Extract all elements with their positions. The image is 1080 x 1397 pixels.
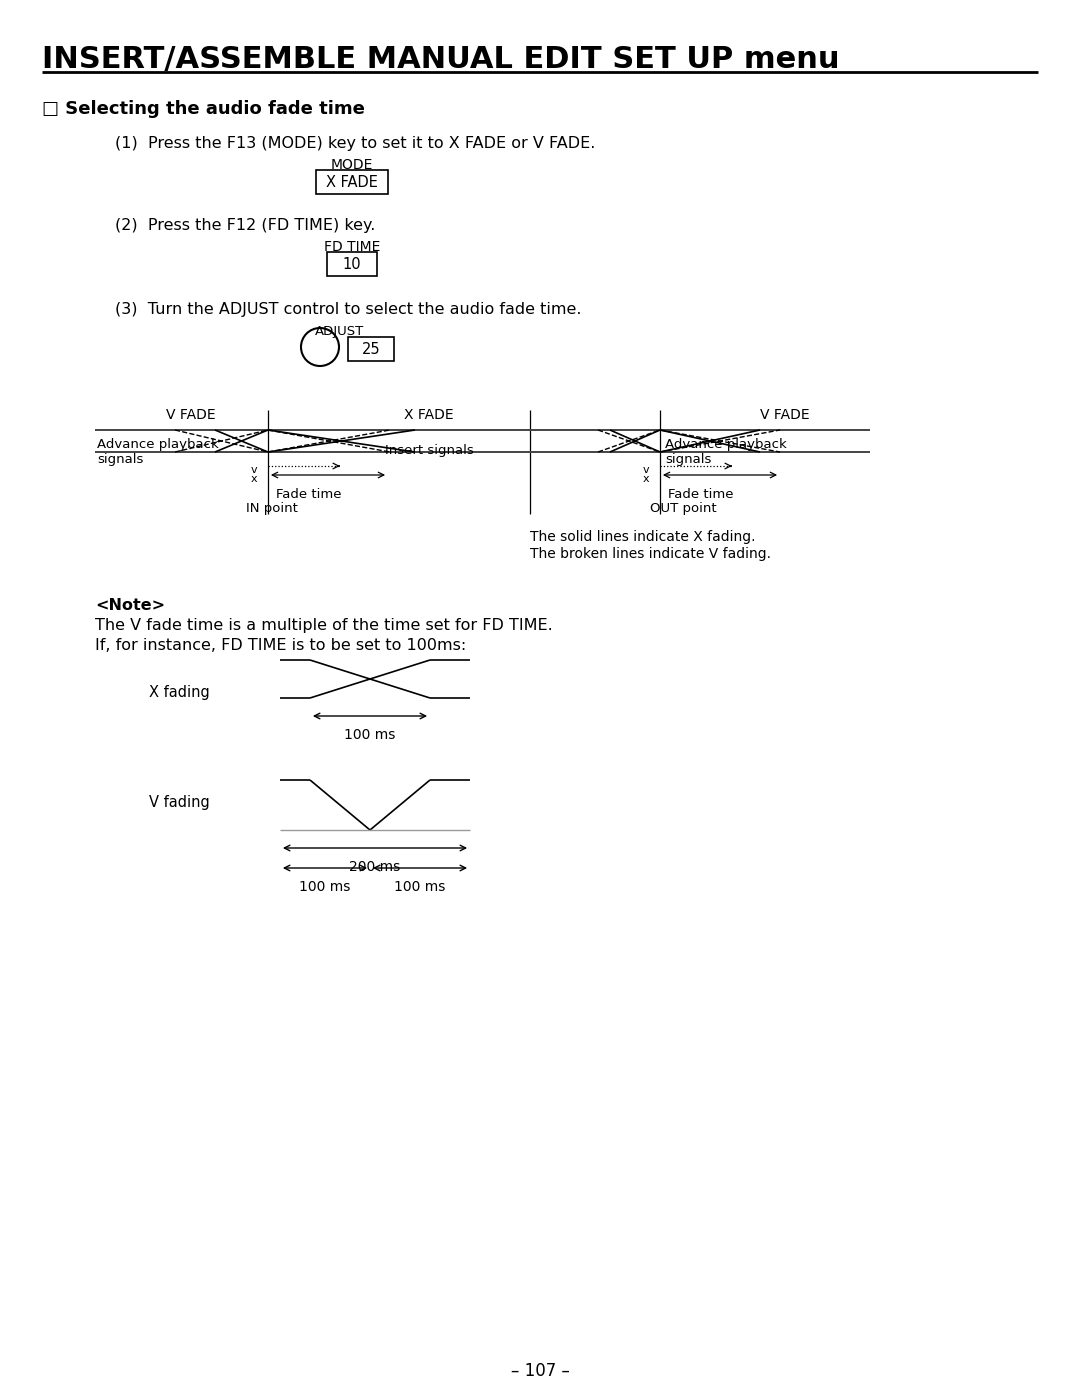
Text: v: v bbox=[251, 465, 258, 475]
Text: Fade time: Fade time bbox=[276, 488, 341, 502]
Bar bbox=[348, 337, 394, 360]
Text: x: x bbox=[251, 474, 258, 483]
Text: Advance playback
signals: Advance playback signals bbox=[665, 439, 786, 467]
Text: □ Selecting the audio fade time: □ Selecting the audio fade time bbox=[42, 101, 365, 117]
Text: V FADE: V FADE bbox=[760, 408, 810, 422]
Text: ADJUST: ADJUST bbox=[315, 326, 365, 338]
Bar bbox=[316, 170, 388, 194]
Text: v: v bbox=[643, 465, 650, 475]
Text: Insert signals: Insert signals bbox=[384, 444, 473, 457]
Text: MODE: MODE bbox=[330, 158, 374, 172]
Text: The V fade time is a multiple of the time set for FD TIME.: The V fade time is a multiple of the tim… bbox=[95, 617, 553, 633]
Bar bbox=[327, 251, 377, 277]
Text: V FADE: V FADE bbox=[166, 408, 216, 422]
Text: The broken lines indicate V fading.: The broken lines indicate V fading. bbox=[530, 548, 771, 562]
Text: 25: 25 bbox=[362, 342, 380, 358]
Text: V fading: V fading bbox=[149, 795, 210, 810]
Text: Advance playback
signals: Advance playback signals bbox=[97, 439, 219, 467]
Text: 10: 10 bbox=[342, 257, 362, 272]
Text: 100 ms: 100 ms bbox=[299, 880, 351, 894]
Text: 200 ms: 200 ms bbox=[349, 861, 401, 875]
Text: X FADE: X FADE bbox=[326, 175, 378, 190]
Text: (1)  Press the F13 (MODE) key to set it to X FADE or V FADE.: (1) Press the F13 (MODE) key to set it t… bbox=[114, 136, 595, 151]
Text: (2)  Press the F12 (FD TIME) key.: (2) Press the F12 (FD TIME) key. bbox=[114, 218, 376, 233]
Text: The solid lines indicate X fading.: The solid lines indicate X fading. bbox=[530, 529, 756, 543]
Text: Fade time: Fade time bbox=[669, 488, 733, 502]
Text: 100 ms: 100 ms bbox=[394, 880, 446, 894]
Text: x: x bbox=[643, 474, 650, 483]
Text: X fading: X fading bbox=[149, 685, 210, 700]
Text: OUT point: OUT point bbox=[650, 502, 717, 515]
Text: FD TIME: FD TIME bbox=[324, 240, 380, 254]
Text: – 107 –: – 107 – bbox=[511, 1362, 569, 1380]
Text: <Note>: <Note> bbox=[95, 598, 165, 613]
Text: 100 ms: 100 ms bbox=[345, 728, 395, 742]
Text: (3)  Turn the ADJUST control to select the audio fade time.: (3) Turn the ADJUST control to select th… bbox=[114, 302, 581, 317]
Text: INSERT/ASSEMBLE MANUAL EDIT SET UP menu: INSERT/ASSEMBLE MANUAL EDIT SET UP menu bbox=[42, 45, 839, 74]
Text: IN point: IN point bbox=[246, 502, 298, 515]
Text: If, for instance, FD TIME is to be set to 100ms:: If, for instance, FD TIME is to be set t… bbox=[95, 638, 467, 652]
Text: X FADE: X FADE bbox=[404, 408, 454, 422]
